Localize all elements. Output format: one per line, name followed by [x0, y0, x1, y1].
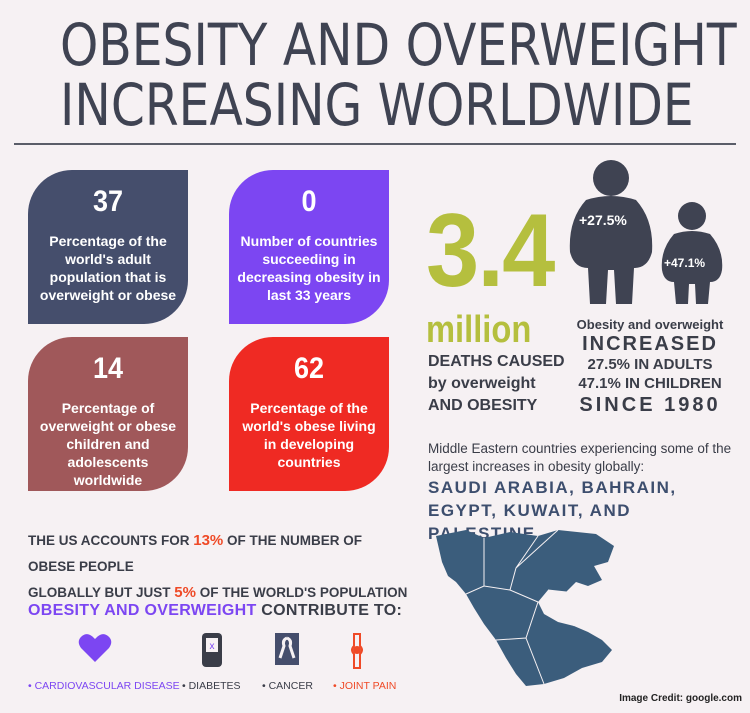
- stat-value: 0: [301, 185, 317, 218]
- stat-card-countries: 0 Number of countries succeeding in decr…: [229, 170, 389, 324]
- image-credit: Image Credit: google.com: [619, 693, 742, 704]
- ribbon-icon: [274, 632, 334, 672]
- stat-value: 14: [92, 352, 124, 385]
- increase-line-4: 47.1% IN CHILDREN: [578, 375, 722, 392]
- stat-description: Number of countries succeeding in decrea…: [237, 233, 381, 303]
- increase-line-2: INCREASED: [582, 333, 718, 355]
- contribute-highlight: OBESITY AND OVERWEIGHT: [28, 602, 257, 619]
- deaths-number: 3.4: [426, 193, 555, 309]
- title-line-1: OBESITY AND OVERWEIGHT: [60, 11, 737, 79]
- increase-summary: Obesity and overweight INCREASED 27.5% I…: [570, 316, 730, 417]
- contribute-rest: CONTRIBUTE TO:: [256, 602, 403, 619]
- us-stat-text: GLOBALLY BUT JUST: [28, 585, 175, 600]
- child-increase-label: +47.1%: [664, 256, 706, 270]
- deaths-line-1: DEATHS CAUSED: [428, 353, 565, 370]
- us-statistic: THE US ACCOUNTS FOR 13% OF THE NUMBER OF…: [28, 528, 408, 606]
- us-stat-text: OF THE WORLD'S POPULATION: [195, 585, 408, 600]
- stat-value: 37: [92, 185, 124, 218]
- condition-label-cardiovascular: • CARDIOVASCULAR DISEASE: [28, 680, 180, 692]
- deaths-line-3: AND OBESITY: [428, 397, 538, 414]
- glucose-meter-icon: x: [201, 632, 261, 672]
- contribute-heading: OBESITY AND OVERWEIGHT CONTRIBUTE TO:: [28, 602, 402, 620]
- knee-joint-icon: [346, 632, 406, 672]
- heart-icon: [78, 632, 138, 672]
- stat-description: Percentage of the world's adult populati…: [39, 233, 177, 303]
- deaths-unit: million: [426, 309, 532, 351]
- middle-east-map: [436, 529, 614, 686]
- stat-value: 62: [293, 352, 325, 385]
- middle-east-intro: Middle Eastern countries experiencing so…: [428, 441, 732, 474]
- stat-card-developing-countries: 62 Percentage of the world's obese livin…: [229, 337, 389, 491]
- us-stat-text: OF THE NUMBER OF OBESE PEOPLE: [28, 533, 363, 574]
- stat-description: Percentage of overweight or obese childr…: [39, 400, 177, 488]
- us-stat-text: THE US ACCOUNTS FOR: [28, 533, 194, 548]
- us-stat-line-2: GLOBALLY BUT JUST 5% OF THE WORLD'S POPU…: [28, 580, 408, 606]
- condition-label-diabetes: • DIABETES: [182, 680, 241, 692]
- title-line-2: INCREASING WORLDWIDE: [60, 71, 694, 139]
- stat-card-children: 14 Percentage of overweight or obese chi…: [28, 337, 188, 491]
- us-stat-line-1: THE US ACCOUNTS FOR 13% OF THE NUMBER OF…: [28, 528, 408, 580]
- deaths-line-2: by overweight: [428, 375, 536, 392]
- increase-line-3: 27.5% IN ADULTS: [587, 356, 713, 373]
- condition-label-cancer: • CANCER: [262, 680, 313, 692]
- us-stat-percent-obese: 13%: [193, 532, 224, 549]
- condition-label-joint-pain: • JOINT PAIN: [333, 680, 397, 692]
- increase-line-1: Obesity and overweight: [576, 317, 724, 332]
- increase-line-5: SINCE 1980: [579, 394, 721, 416]
- stat-description: Percentage of the world's obese living i…: [242, 400, 376, 470]
- svg-text:x: x: [210, 641, 215, 652]
- title-divider: [14, 143, 736, 145]
- deaths-caption: DEATHS CAUSED by overweight AND OBESITY: [428, 351, 565, 417]
- obese-child-figure-icon: [661, 202, 723, 304]
- adult-increase-label: +27.5%: [579, 212, 627, 228]
- obese-adult-figure-icon: [569, 160, 653, 304]
- us-stat-percent-population: 5%: [174, 584, 196, 601]
- stat-card-adult-population: 37 Percentage of the world's adult popul…: [28, 170, 188, 324]
